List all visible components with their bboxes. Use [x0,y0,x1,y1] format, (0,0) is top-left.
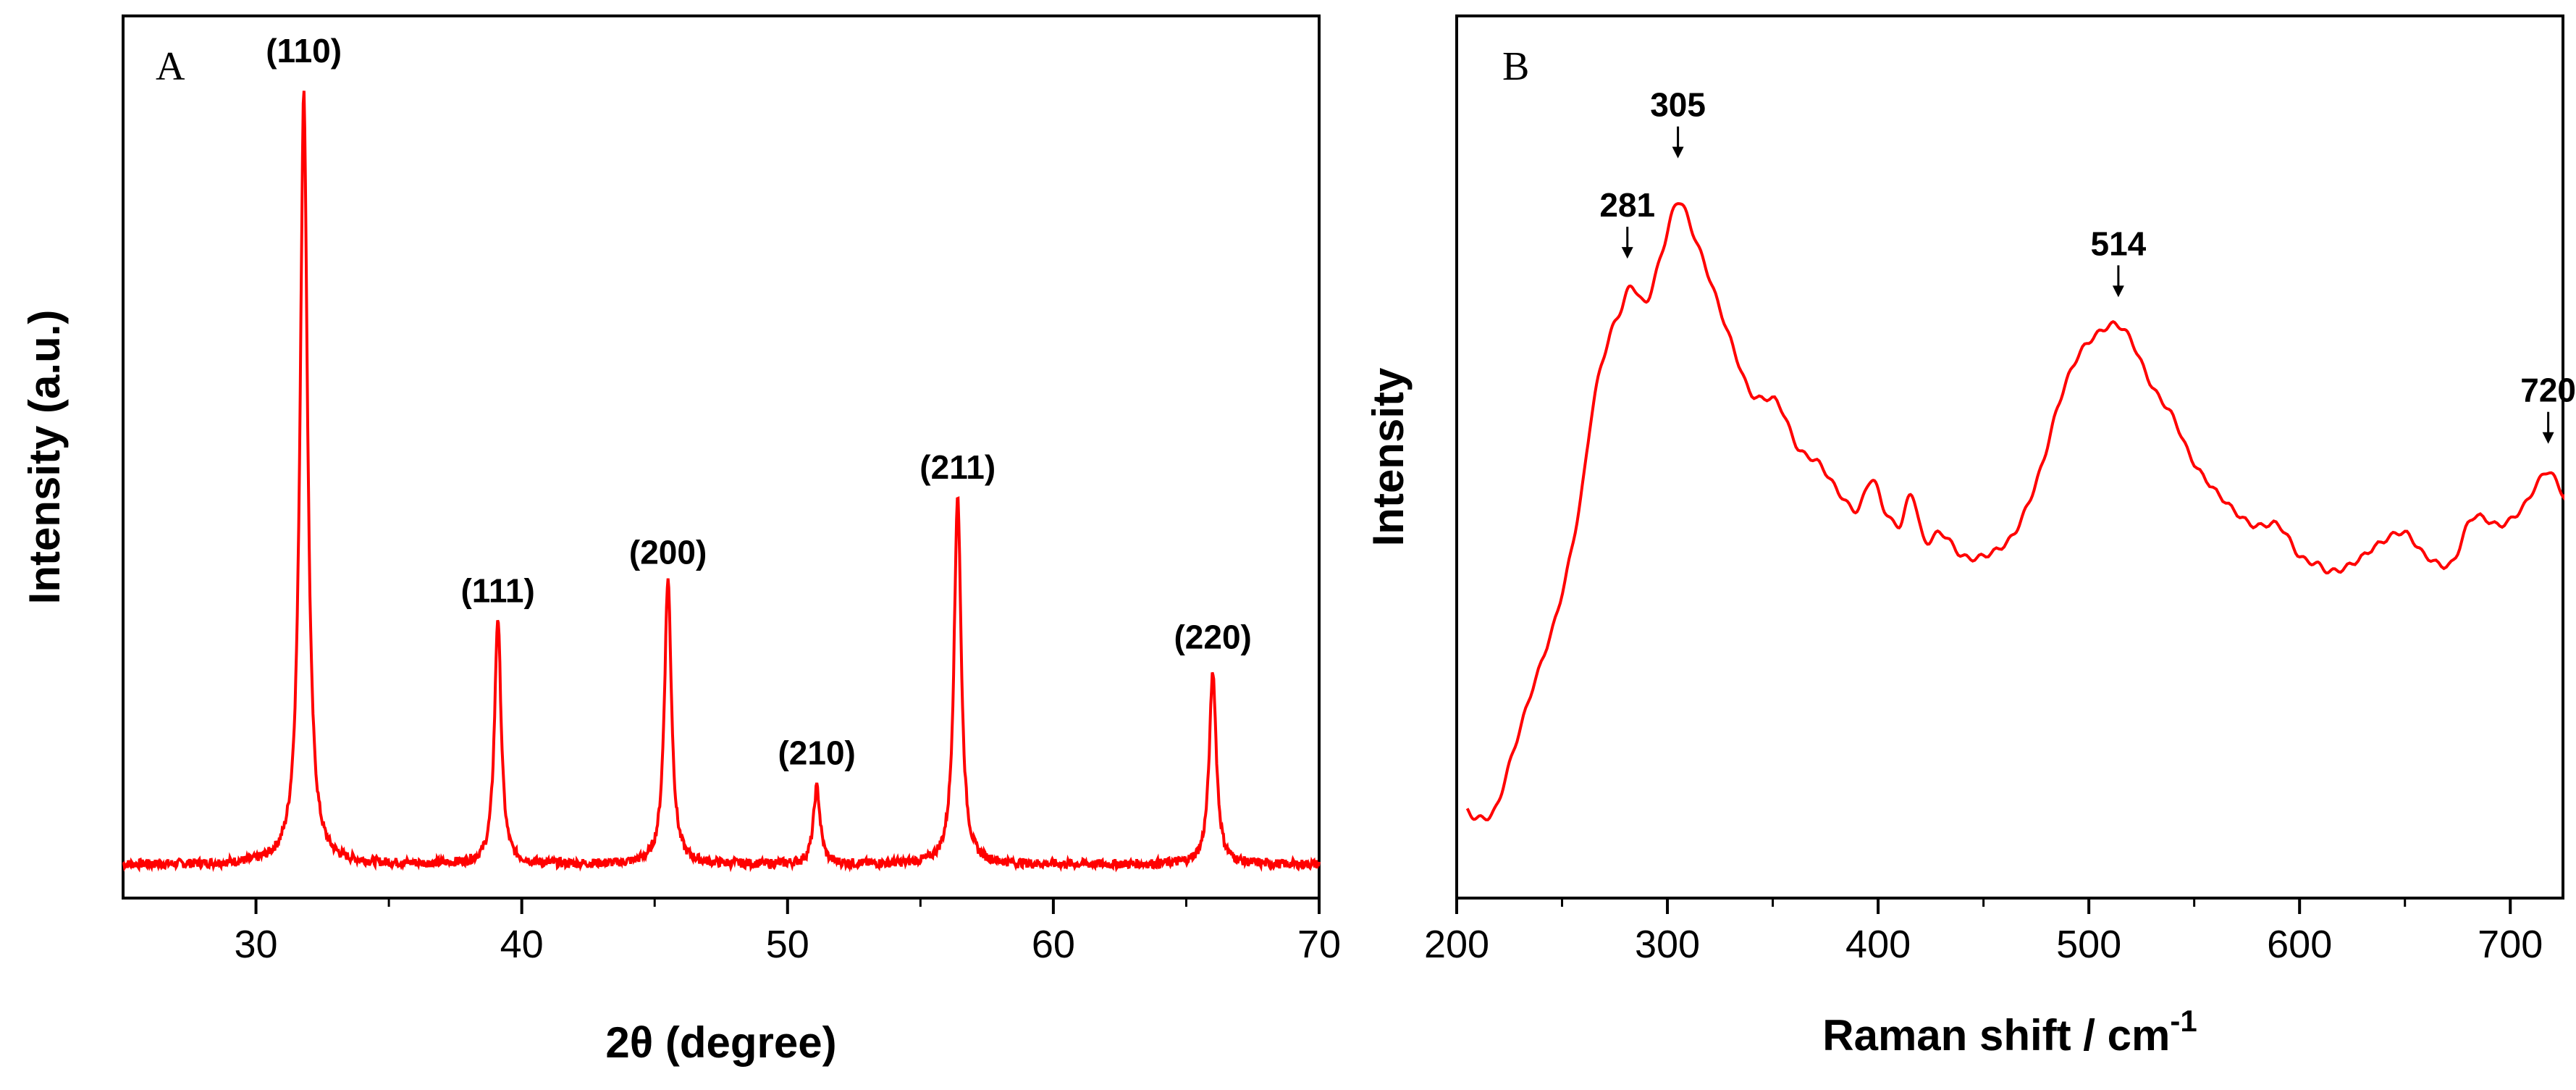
panel-b-x-axis: 200 300 400 500 600 700 [1424,898,2543,966]
panel-a-x-axis-title: 2θ (degree) [605,1018,836,1067]
panel-b-x-tick-label-600: 600 [2267,923,2332,966]
panel-b-x-axis-title: Raman shift / cm-1 [1822,1004,2197,1060]
panel-b-letter: B [1502,44,1529,89]
panel-b-x-axis-title-main: Raman shift / cm [1822,1011,2170,1060]
panel-a-letter: A [156,44,185,89]
panel-a-peak-label: (110) [266,32,342,70]
panel-b-y-axis-title: Intensity [1364,367,1413,546]
panel-b-peak-label: 720 [2520,372,2576,409]
panel-a-peak-label: (210) [778,734,855,771]
panel-b-raman-series-line [1465,202,2564,822]
panel-b-x-tick-label-200: 200 [1424,923,1489,966]
panel-b-x-tick-label-400: 400 [1845,923,1911,966]
panel-a-peak-label: (211) [919,448,996,486]
panel-b-peak-arrowhead [1672,146,1684,159]
panel-a-x-tick-label-70: 70 [1297,923,1341,966]
panel-b-plot-frame [1455,14,2564,900]
panel-a-xrd-series-line [122,91,1321,873]
panel-b-peak-label: 305 [1650,86,1706,124]
panel-a-x-tick-label-30: 30 [235,923,278,966]
panel-b-peak-annotations: 281 305 514 720 [1599,86,2576,444]
panel-a-y-axis-title: Intensity (a.u.) [20,310,69,605]
panel-a-x-tick-label-60: 60 [1032,923,1075,966]
panel-b-peak-arrowhead [2112,285,2124,298]
panel-a-peak-annotations: (110) (111) (200) (210) (211) (220) [266,32,1252,771]
panel-b-peak-arrowhead [1621,247,1633,259]
panel-a-xrd-chart: A 30 40 50 60 70 (110) (111) (200) (210) (211) (2… [20,14,1341,1067]
panel-a-x-tick-label-50: 50 [766,923,809,966]
panel-b-x-tick-label-700: 700 [2478,923,2543,966]
panel-b-x-tick-label-500: 500 [2056,923,2121,966]
panel-b-peak-label: 514 [2091,225,2147,262]
panel-b-x-tick-label-300: 300 [1635,923,1700,966]
panel-b-x-axis-title-superscript: -1 [2170,1004,2197,1038]
panel-a-peak-label: (200) [629,533,707,571]
panel-b-peak-label: 281 [1599,186,1655,224]
panel-b-raman-chart: B 200 300 400 500 600 700 281 305 514 720 Raman … [1364,14,2576,1060]
panel-a-plot-frame [122,14,1321,900]
panel-a-peak-label: (111) [460,572,534,610]
panel-b-peak-arrowhead [2542,432,2554,444]
panel-a-peak-label: (220) [1174,619,1251,656]
panel-a-x-tick-label-40: 40 [500,923,544,966]
panel-a-x-axis: 30 40 50 60 70 [235,898,1341,966]
